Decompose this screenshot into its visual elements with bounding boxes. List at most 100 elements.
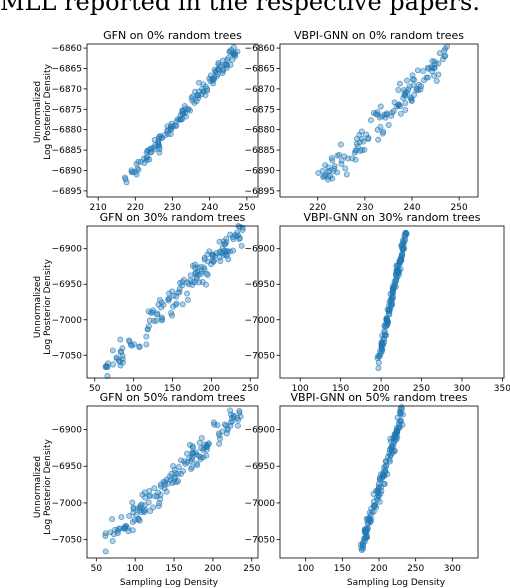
y-tick-label: −6865 xyxy=(245,64,275,74)
data-point xyxy=(386,306,393,313)
data-point xyxy=(442,45,449,52)
data-point xyxy=(146,492,153,499)
data-point xyxy=(197,263,204,270)
data-point xyxy=(380,335,387,342)
data-point xyxy=(217,258,224,264)
data-point xyxy=(227,231,234,238)
data-point xyxy=(374,488,381,494)
data-point xyxy=(169,288,176,295)
data-point xyxy=(224,248,231,255)
x-tick-label: 250 xyxy=(451,203,468,213)
data-point xyxy=(374,496,381,503)
data-point xyxy=(362,535,369,541)
y-axis-label-row3-line1: Unnormalized xyxy=(33,456,43,518)
data-point xyxy=(181,458,188,465)
plot-frame-2 xyxy=(279,43,479,198)
data-point xyxy=(143,333,150,340)
y-tick-label: −6885 xyxy=(52,146,82,156)
data-point xyxy=(365,520,372,527)
data-point xyxy=(342,165,349,172)
data-point xyxy=(198,270,204,277)
data-point xyxy=(119,345,126,352)
data-point xyxy=(171,475,178,482)
y-tick-label: −6900 xyxy=(245,425,276,435)
data-point xyxy=(170,463,177,470)
data-point xyxy=(431,65,438,71)
data-points-6 xyxy=(357,404,406,553)
data-point xyxy=(402,100,409,107)
data-point xyxy=(353,147,359,154)
data-point xyxy=(383,111,390,118)
data-point xyxy=(401,233,408,240)
data-point xyxy=(392,430,399,437)
data-point xyxy=(381,480,388,487)
data-point xyxy=(175,464,182,470)
data-point xyxy=(395,87,402,93)
y-axis-label-row2-line1: Unnormalized xyxy=(33,276,43,338)
x-tick-label: 240 xyxy=(403,203,420,213)
data-point xyxy=(227,407,234,414)
data-point xyxy=(225,55,232,62)
data-point xyxy=(219,428,226,435)
data-point xyxy=(394,274,401,281)
data-point xyxy=(129,527,136,534)
data-point xyxy=(155,503,162,510)
y-tick-label: −7000 xyxy=(52,499,83,509)
data-point xyxy=(160,478,167,485)
panel-title-1: GFN on 0% random trees xyxy=(103,29,242,42)
data-point xyxy=(157,133,164,139)
data-point xyxy=(334,152,341,159)
data-point xyxy=(377,471,384,478)
data-point xyxy=(390,294,396,301)
x-tick-label: 250 xyxy=(243,564,260,574)
x-tick-label: 100 xyxy=(127,564,144,574)
x-tick-label: 230 xyxy=(356,203,373,213)
data-point xyxy=(381,322,388,329)
data-point xyxy=(435,71,442,78)
data-point xyxy=(146,156,153,163)
data-point xyxy=(147,149,154,156)
data-point xyxy=(229,50,236,57)
data-point xyxy=(431,58,438,65)
data-point xyxy=(136,343,143,350)
data-point xyxy=(109,516,116,523)
x-tick-label: 100 xyxy=(292,384,309,394)
data-point xyxy=(109,347,116,354)
data-point xyxy=(433,77,440,84)
data-point xyxy=(145,323,152,330)
y-tick-label: −6900 xyxy=(52,245,83,255)
data-point xyxy=(322,162,329,169)
data-point xyxy=(322,171,328,178)
data-point xyxy=(377,348,383,355)
data-point xyxy=(143,149,150,156)
y-tick-label: −6950 xyxy=(52,280,83,290)
data-point xyxy=(203,270,210,277)
data-point xyxy=(203,446,210,453)
data-point xyxy=(338,160,345,167)
data-point xyxy=(138,501,145,508)
y-tick-label: −7050 xyxy=(52,351,83,361)
data-point xyxy=(393,262,400,269)
data-points-4 xyxy=(374,229,410,372)
x-tick-label: 150 xyxy=(332,384,349,394)
data-point xyxy=(198,434,205,441)
data-point xyxy=(188,456,195,463)
data-point xyxy=(144,326,151,333)
data-point xyxy=(399,252,405,258)
data-point xyxy=(230,44,237,51)
data-point xyxy=(189,464,195,471)
y-tick-label: −7050 xyxy=(52,536,83,546)
data-point xyxy=(158,314,165,321)
x-tick-label: 250 xyxy=(238,203,255,213)
data-point xyxy=(143,341,150,348)
x-tick-label: 350 xyxy=(494,384,510,394)
data-point xyxy=(361,146,368,153)
data-point xyxy=(407,95,414,102)
data-point xyxy=(119,352,126,359)
scatter-panel-4: VBPI-GNN on 30% random trees 100 150 200 250… xyxy=(245,211,510,394)
data-point xyxy=(145,499,152,506)
x-tick-label: 50 xyxy=(89,384,101,394)
data-point xyxy=(184,279,191,286)
x-tick-label: 250 xyxy=(413,384,430,394)
